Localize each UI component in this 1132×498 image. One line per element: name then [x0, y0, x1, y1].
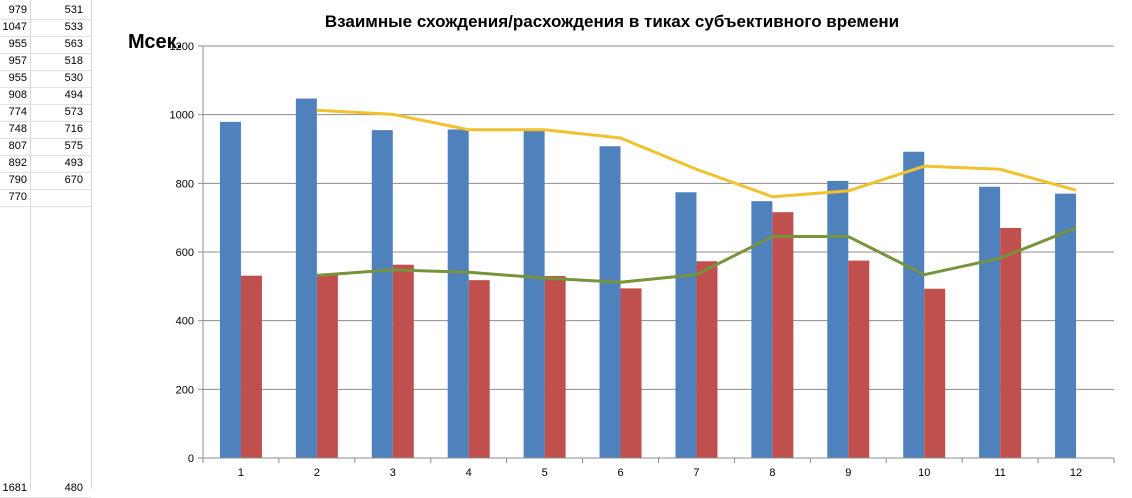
bar-blue	[1055, 193, 1077, 458]
cell-a[interactable]: 748	[8, 123, 27, 135]
sheet-row[interactable]: 957 518	[0, 53, 91, 71]
sheet-row[interactable]: 1047 533	[0, 19, 91, 37]
x-tick-label: 4	[466, 467, 472, 479]
y-tick-label: 200	[176, 384, 194, 396]
cell-b[interactable]: 518	[64, 55, 83, 67]
cell-a[interactable]: 790	[8, 174, 27, 186]
bar-red	[924, 288, 946, 458]
cell-a[interactable]: 979	[8, 4, 27, 16]
x-tick-label: 7	[693, 467, 699, 479]
x-tick-label: 12	[1070, 467, 1082, 479]
sheet-row[interactable]: 774 573	[0, 104, 91, 122]
spreadsheet-columns: 979 531 1047 533 955 563 957 518 955 530 908 494 774…	[0, 0, 92, 498]
y-tick-label: 1000	[170, 110, 194, 122]
cell-b[interactable]	[31, 189, 83, 206]
x-tick-label: 8	[769, 467, 775, 479]
cell-b[interactable]: 575	[64, 140, 83, 152]
cell-a[interactable]: 955	[8, 38, 27, 50]
chart-title: Взаимные схождения/расхождения в тиках с…	[325, 12, 899, 31]
cell-b[interactable]: 573	[64, 106, 83, 118]
bar-blue	[371, 130, 393, 458]
cell-b[interactable]: 531	[64, 4, 83, 16]
y-axis-label: Мсек.	[128, 31, 182, 53]
sheet-row[interactable]: 955 530	[0, 70, 91, 88]
bar-blue	[523, 130, 545, 458]
x-tick-label: 5	[542, 467, 548, 479]
bar-red	[696, 261, 718, 458]
y-tick-label: 0	[188, 453, 194, 465]
y-tick-label: 600	[176, 247, 194, 259]
sheet-row[interactable]: 770	[0, 189, 91, 207]
x-tick-label: 1	[238, 467, 244, 479]
bar-blue	[219, 121, 241, 459]
bar-blue	[599, 146, 621, 458]
sheet-row[interactable]: 807 575	[0, 138, 91, 156]
sheet-row[interactable]: 979 531	[0, 2, 91, 20]
sheet-row[interactable]: 1681 480	[0, 480, 91, 498]
cell-a[interactable]: 892	[8, 157, 27, 169]
cell-b[interactable]: 533	[64, 21, 83, 33]
line-series-yellow	[316, 108, 1077, 199]
cell-a[interactable]: 1047	[2, 21, 27, 33]
chart-svg: Взаимные схождения/расхождения в тиках с…	[128, 12, 1115, 479]
bar-red	[468, 280, 490, 458]
y-tick-label: 400	[176, 316, 194, 328]
cell-a[interactable]: 955	[8, 72, 27, 84]
chart-area[interactable]: Взаимные схождения/расхождения в тиках с…	[92, 0, 1132, 489]
x-tick-label: 2	[314, 467, 320, 479]
bar-blue	[751, 201, 773, 459]
line-series-green	[316, 226, 1077, 284]
cell-a[interactable]: 957	[8, 55, 27, 67]
cell-a[interactable]: 908	[8, 89, 27, 101]
bar-red	[848, 260, 870, 458]
bar-red	[1000, 227, 1022, 458]
bars-group	[219, 98, 1077, 459]
bar-red	[620, 288, 642, 458]
bar-blue	[979, 186, 1001, 458]
sheet-row[interactable]: 790 670	[0, 172, 91, 190]
x-tick-label: 11	[994, 467, 1005, 479]
bar-red	[316, 275, 338, 458]
y-tick-label: 1200	[170, 41, 194, 53]
bar-red	[544, 276, 566, 458]
cell-b[interactable]: 563	[64, 38, 83, 50]
bar-blue	[447, 129, 469, 458]
bar-red	[240, 275, 262, 458]
x-tick-label: 3	[390, 467, 396, 479]
x-tick-label: 6	[617, 467, 623, 479]
cell-b[interactable]: 716	[64, 123, 83, 135]
cell-a[interactable]: 770	[8, 191, 27, 203]
y-tick-label: 800	[176, 178, 194, 190]
sheet-row[interactable]: 748 716	[0, 121, 91, 139]
cell-a[interactable]: 807	[8, 140, 27, 152]
cell-b[interactable]: 493	[64, 157, 83, 169]
bar-red	[772, 212, 794, 458]
bar-blue	[827, 180, 849, 458]
bar-blue	[295, 98, 317, 458]
bar-blue	[903, 151, 925, 458]
bar-blue	[675, 192, 697, 458]
sheet-row[interactable]: 908 494	[0, 87, 91, 105]
cell-b[interactable]: 670	[64, 174, 83, 186]
sheet-row[interactable]: 892 493	[0, 155, 91, 173]
column-b	[31, 0, 92, 489]
sheet-row[interactable]: 955 563	[0, 36, 91, 54]
column-a	[0, 0, 31, 489]
cell-b[interactable]: 494	[64, 89, 83, 101]
x-tick-label: 9	[845, 467, 851, 479]
cell-b[interactable]: 530	[64, 72, 83, 84]
x-tick-label: 10	[918, 467, 930, 479]
gridlines	[203, 45, 1114, 390]
lines-group	[316, 108, 1077, 284]
cell-a[interactable]: 774	[8, 106, 27, 118]
bar-red	[392, 264, 414, 458]
